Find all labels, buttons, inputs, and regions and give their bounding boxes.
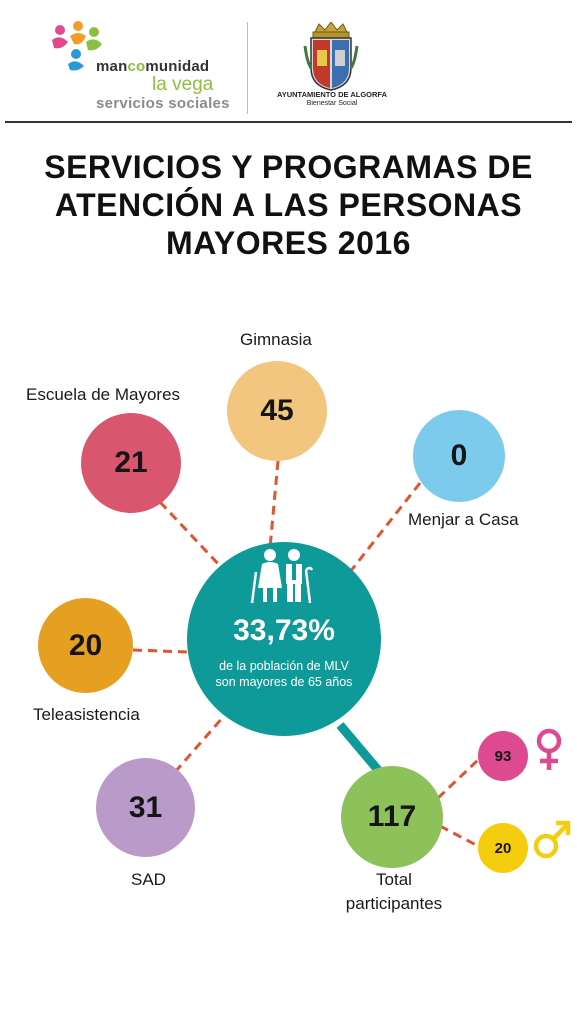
menjar-circle: 0 <box>413 410 505 502</box>
link-menjar <box>348 482 422 573</box>
menjar-label: Menjar a Casa <box>408 510 519 529</box>
people-figures-icon <box>52 21 102 71</box>
escuela-circle: 21 <box>81 413 181 513</box>
ayuntamiento-name: AYUNTAMIENTO DE ALGORFA <box>276 90 387 99</box>
gimnasia-circle: 45 <box>227 361 327 461</box>
center-circle: 33,73% de la población de MLV son mayore… <box>187 542 381 736</box>
link-men <box>439 824 479 848</box>
population-description: de la población de MLV son mayores de 65… <box>215 659 353 689</box>
link-teleasistencia <box>132 648 188 654</box>
gimnasia-label: Gimnasia <box>240 330 312 349</box>
ayuntamiento-subtitle: Bienestar Social <box>306 100 358 107</box>
population-percentage: 33,73% <box>233 614 335 647</box>
teleasistencia-label: Teleasistencia <box>33 705 140 724</box>
link-women <box>436 758 480 800</box>
mancomunidad-logo: mancomunidad la vega servicios sociales <box>48 20 238 115</box>
header-divider <box>247 22 248 114</box>
logo-line-3: servicios sociales <box>96 95 230 112</box>
elderly-couple-icon <box>250 549 314 604</box>
link-escuela <box>158 500 224 570</box>
link-gimnasia <box>268 460 280 549</box>
page-title: SERVICIOS Y PROGRAMAS DE ATENCIÓN A LAS … <box>44 149 533 261</box>
coat-of-arms-icon <box>303 22 359 91</box>
female-symbol-icon <box>536 728 562 770</box>
sad-circle: 31 <box>96 758 195 857</box>
women-count-circle: 93 <box>478 731 528 781</box>
logo-line-1: mancomunidad <box>96 58 210 75</box>
teleasistencia-circle: 20 <box>38 598 133 693</box>
link-sad <box>173 715 226 773</box>
men-count-circle: 20 <box>478 823 528 873</box>
escuela-label: Escuela de Mayores <box>26 385 181 404</box>
link-total <box>336 722 382 773</box>
logo-line-2: la vega <box>152 74 214 95</box>
header-rule <box>5 121 572 123</box>
total-circle: 117 <box>341 766 443 868</box>
sad-label: SAD <box>131 870 166 889</box>
total-label: Total participantes <box>345 870 443 913</box>
male-symbol-icon <box>533 820 571 859</box>
